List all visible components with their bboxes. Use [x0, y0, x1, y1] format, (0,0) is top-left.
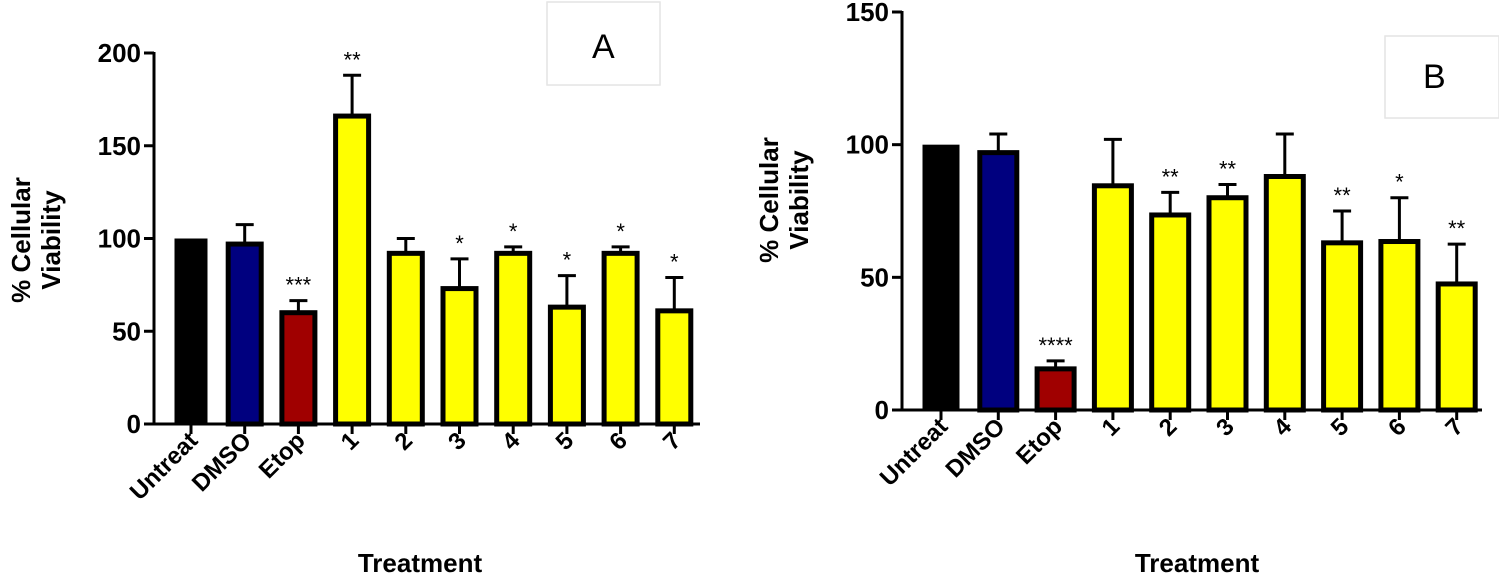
x-tick-label: 7: [1440, 413, 1469, 442]
bar-untreat: [174, 238, 208, 424]
significance-label: ***: [286, 273, 312, 298]
bar-5: [1321, 240, 1364, 413]
bar-3: [1206, 195, 1249, 413]
bar-7: [1435, 281, 1478, 413]
x-tick-label: 5: [551, 427, 580, 456]
bar-dmso: [977, 150, 1020, 413]
x-axis-title: Treatment: [1135, 548, 1260, 578]
x-tick-label: 7: [658, 427, 687, 456]
bar-1: [333, 113, 372, 427]
bar-untreat: [922, 144, 960, 410]
x-tick-label: 6: [1383, 413, 1412, 442]
significance-label: ****: [1038, 333, 1073, 358]
x-tick-label: 4: [1269, 413, 1298, 442]
panel-label: A: [592, 28, 615, 66]
x-tick-label: 2: [1154, 413, 1183, 442]
y-tick-label: 50: [860, 262, 889, 292]
x-tick-label: DMSO: [941, 413, 1011, 483]
significance-label: *: [455, 231, 464, 256]
bar-2: [386, 250, 425, 427]
x-tick-label: 1: [336, 427, 365, 456]
y-tick-label: 0: [875, 395, 889, 425]
y-tick-label: 150: [98, 131, 141, 161]
y-axis-title: % CellularViability: [754, 137, 814, 263]
x-tick-label: 1: [1097, 413, 1126, 442]
x-tick-label: 4: [497, 427, 526, 456]
significance-label: *: [563, 248, 572, 273]
bar-7: [655, 308, 694, 427]
significance-label: *: [616, 219, 625, 244]
panel-label-box: [1384, 35, 1499, 119]
significance-label: **: [1448, 216, 1466, 241]
y-tick-label: 100: [98, 224, 141, 254]
x-tick-label: Etop: [1011, 413, 1068, 470]
panel-label-box: [546, 1, 661, 86]
x-tick-label: 6: [604, 427, 633, 456]
bar-5: [547, 304, 586, 427]
significance-label: **: [344, 47, 362, 72]
significance-label: **: [1219, 156, 1237, 181]
bar-6: [601, 250, 640, 427]
y-tick-label: 50: [112, 316, 141, 346]
x-tick-label: 3: [443, 427, 472, 456]
bar-4: [1263, 174, 1306, 413]
x-tick-label: DMSO: [187, 427, 257, 497]
bar-etop: [1034, 366, 1077, 413]
significance-label: *: [509, 219, 518, 244]
bar-1: [1091, 183, 1134, 413]
bar-dmso: [225, 241, 264, 427]
significance-label: *: [670, 249, 679, 274]
x-tick-label: 5: [1326, 413, 1355, 442]
y-axis-title: % CellularViability: [6, 177, 66, 303]
panel-label: B: [1423, 58, 1446, 96]
bar-etop: [279, 310, 318, 427]
bar-3: [440, 286, 479, 427]
y-tick-label: 150: [846, 0, 889, 27]
x-axis-title: Treatment: [358, 548, 483, 578]
significance-label: *: [1395, 170, 1404, 195]
y-tick-label: 0: [127, 409, 141, 439]
bar-6: [1378, 239, 1421, 413]
significance-label: **: [1162, 164, 1180, 189]
y-tick-label: 200: [98, 38, 141, 68]
bar-2: [1149, 212, 1192, 413]
x-tick-label: 3: [1211, 413, 1240, 442]
significance-label: **: [1334, 183, 1352, 208]
bar-4: [494, 250, 533, 427]
x-tick-label: 2: [390, 427, 419, 456]
y-tick-label: 100: [846, 130, 889, 160]
x-tick-label: Etop: [254, 427, 311, 484]
